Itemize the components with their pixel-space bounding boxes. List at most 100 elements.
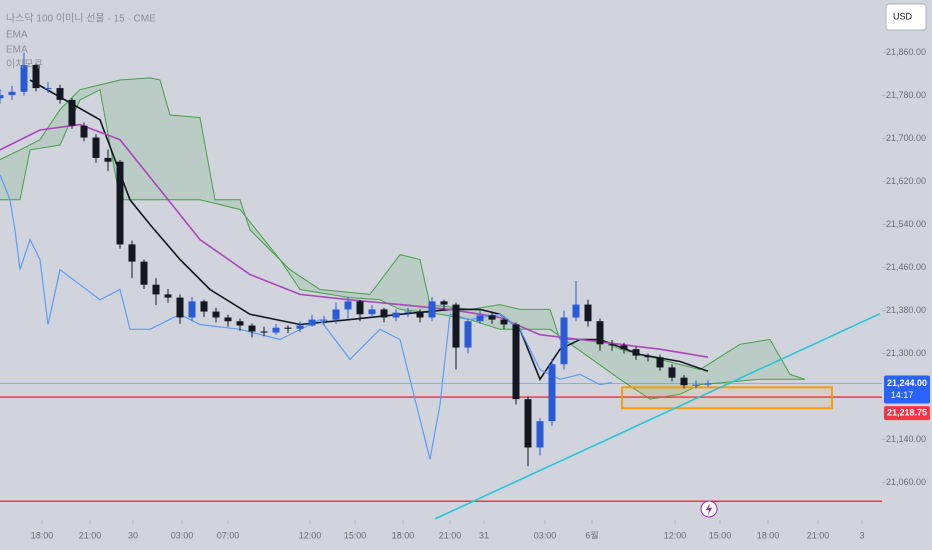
candle-body (512, 324, 520, 400)
price-line-label: 21,218.75 (887, 407, 927, 417)
candle-body (524, 399, 532, 448)
candle-body (8, 91, 16, 96)
candle-body (116, 161, 124, 245)
candle-body (80, 125, 88, 138)
candle-body (248, 325, 256, 332)
candle-body (584, 304, 592, 322)
candle-body (344, 301, 352, 310)
x-tick-label: 03:00 (171, 530, 194, 540)
candle-body (476, 315, 484, 322)
y-tick-label: 21,380.00 (886, 305, 926, 315)
indicator-line (0, 123, 709, 358)
candle-body (128, 244, 136, 262)
chart-title: 나스닥 100 이미니 선물 · 15 · CME (6, 13, 156, 25)
x-tick-label: 30 (128, 530, 138, 540)
candle-body (308, 319, 316, 326)
indicator-label: 이치모쿠 (6, 59, 43, 71)
axes: 21,860.00 21,780.00 21,700.00 21,620.00 21,5… (31, 47, 930, 540)
candle-body (368, 309, 376, 315)
indicator-line (0, 174, 613, 460)
y-tick-label: 21,700.00 (886, 133, 926, 143)
x-tick-label: 18:00 (757, 530, 780, 540)
candle-body (140, 261, 148, 285)
candle-body (260, 331, 268, 333)
x-tick-label: 03:00 (534, 530, 557, 540)
candle-body (380, 309, 388, 318)
candle-body (236, 321, 244, 326)
candle-body (392, 312, 400, 318)
candle-body (632, 349, 640, 356)
candle-body (0, 95, 4, 99)
candle-body (68, 99, 76, 126)
candle-body (152, 284, 160, 295)
event-icon-bolt (706, 503, 712, 515)
candle-body (176, 297, 184, 318)
candle-body (440, 301, 448, 305)
candle-body (56, 88, 64, 100)
candle-body (44, 88, 52, 90)
trendline (434, 312, 881, 520)
candle-body (704, 383, 712, 385)
y-tick-label: 21,300.00 (886, 348, 926, 358)
y-tick-label: 21,460.00 (886, 262, 926, 272)
ichimoku-cloud-fill (0, 77, 805, 400)
currency-button[interactable] (885, 3, 927, 31)
y-tick-label: 21,140.00 (886, 434, 926, 444)
x-tick-label: 21:00 (79, 530, 102, 540)
candle-body (164, 294, 172, 298)
indicator-label: EMA (6, 45, 28, 56)
x-tick-label: 21:00 (807, 530, 830, 540)
candle-body (572, 304, 580, 318)
candle-body (560, 317, 568, 365)
candle-body (224, 317, 232, 322)
candle-body (464, 321, 472, 348)
candle-body (620, 345, 628, 350)
y-tick-label: 21,780.00 (886, 90, 926, 100)
candle-body (356, 301, 364, 315)
candle-body (32, 65, 40, 89)
candle-body (20, 65, 28, 92)
candle-body (644, 355, 652, 358)
x-tick-label: 12:00 (664, 530, 687, 540)
y-tick-label: 21,620.00 (886, 176, 926, 186)
candle-body (212, 311, 220, 318)
candle-body (692, 384, 700, 386)
candle-body (416, 311, 424, 318)
x-tick-label: 15:00 (709, 530, 732, 540)
candle-body (332, 309, 340, 320)
x-tick-label: 3 (859, 530, 864, 540)
candle-body (680, 377, 688, 386)
x-tick-label: 18:00 (392, 530, 415, 540)
x-tick-label: 6월 (585, 529, 598, 540)
candle-body (272, 327, 280, 333)
candle-body (428, 301, 436, 318)
candle-body (596, 321, 604, 345)
zone-box (621, 386, 833, 410)
candle-body (500, 319, 508, 325)
y-tick-label: 21,060.00 (886, 477, 926, 487)
countdown-label: 14:17 (891, 390, 914, 400)
candle-body (104, 157, 112, 162)
x-tick-label: 21:00 (439, 530, 462, 540)
x-tick-label: 31 (479, 530, 489, 540)
last-price-tag (884, 375, 930, 404)
candle-body (548, 364, 556, 422)
plot-area (0, 52, 882, 520)
price-line-tag (884, 406, 930, 421)
candle-body (320, 319, 328, 321)
x-tick-label: 07:00 (217, 530, 240, 540)
candle-body (284, 327, 292, 329)
y-tick-label: 21,860.00 (886, 47, 926, 57)
candle-body (536, 421, 544, 448)
last-price-label: 21,244.00 (887, 378, 927, 388)
indicator-label: EMA (6, 30, 28, 41)
x-tick-label: 12:00 (299, 530, 322, 540)
x-tick-label: 15:00 (344, 530, 367, 540)
candle-body (296, 325, 304, 329)
currency-label[interactable]: USD (893, 11, 913, 21)
candle-body (668, 367, 676, 378)
candle-body (452, 304, 460, 348)
x-tick-label: 18:00 (31, 530, 54, 540)
